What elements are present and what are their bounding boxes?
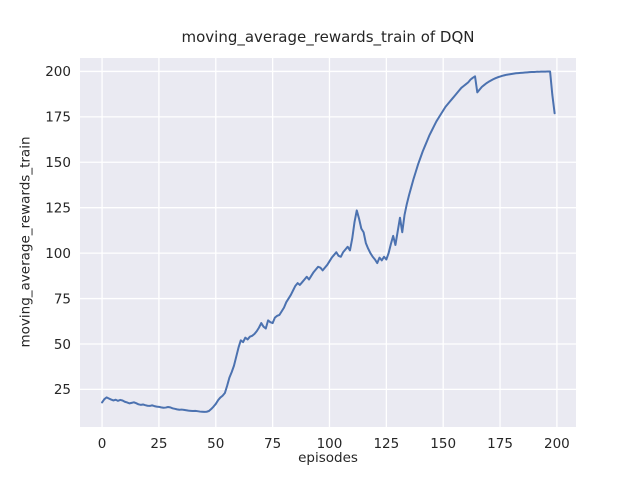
y-tick-label: 25 bbox=[54, 382, 71, 398]
x-tick-label: 150 bbox=[430, 436, 456, 452]
y-axis-label: moving_average_rewards_train bbox=[17, 136, 34, 348]
x-axis-label: episodes bbox=[298, 450, 358, 466]
x-tick-label: 50 bbox=[207, 436, 224, 452]
x-tick-label: 0 bbox=[98, 436, 107, 452]
y-tick-label: 200 bbox=[45, 64, 71, 80]
y-tick-label: 175 bbox=[45, 110, 71, 126]
x-tick-label: 125 bbox=[373, 436, 399, 452]
x-tick-label: 100 bbox=[317, 436, 343, 452]
y-tick-label: 50 bbox=[54, 337, 71, 353]
x-tick-label: 75 bbox=[264, 436, 281, 452]
x-tick-label: 175 bbox=[487, 436, 513, 452]
plot-background bbox=[80, 58, 576, 427]
x-tick-label: 200 bbox=[544, 436, 570, 452]
y-tick-label: 150 bbox=[45, 155, 71, 171]
reward-curve bbox=[101, 70, 556, 413]
y-tick-label: 125 bbox=[45, 201, 71, 217]
y-tick-label: 75 bbox=[54, 291, 71, 307]
x-tick-label: 25 bbox=[150, 436, 167, 452]
chart-title: moving_average_rewards_train of DQN bbox=[181, 28, 475, 46]
y-tick-label: 100 bbox=[45, 246, 71, 262]
